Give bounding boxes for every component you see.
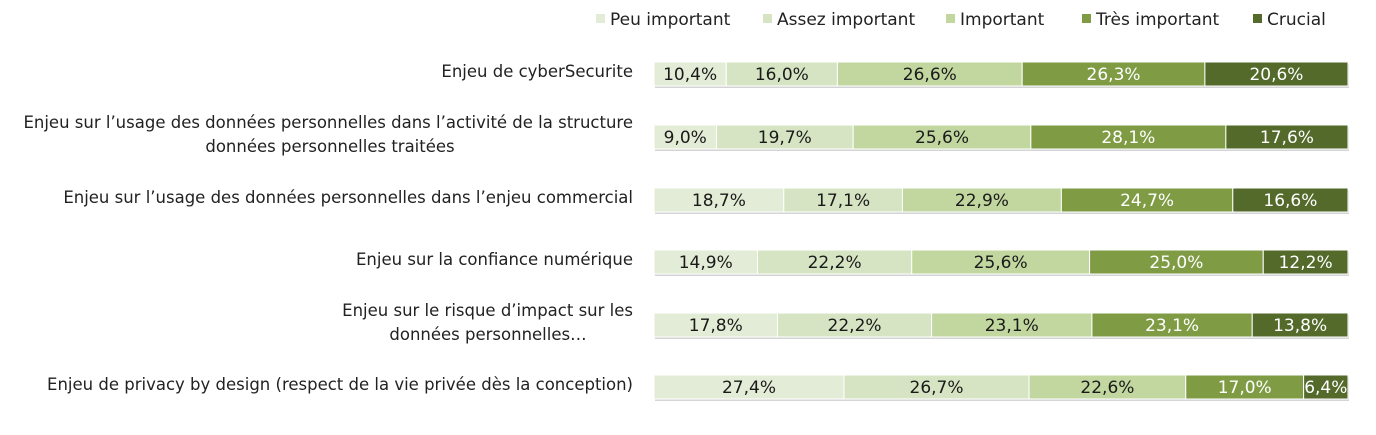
- data-label: 14,9%: [679, 253, 733, 273]
- data-label: 18,7%: [692, 191, 746, 211]
- legend-label: Très important: [1095, 10, 1220, 30]
- bar-row: 14,9% 22,2% 25,6% 25,0% 12,2%: [653, 249, 1349, 276]
- bar-segment-crucial: [1262, 249, 1349, 275]
- bar-row: 10,4% 16,0% 26,6% 26,3% 20,6%: [653, 61, 1349, 88]
- data-label: 26,6%: [903, 65, 957, 85]
- bars: 10,4% 16,0% 26,6% 26,3% 20,6% 9,0% 19,7% 25,6% 2…: [653, 61, 1349, 401]
- bar-segment-peu-important: [653, 374, 845, 400]
- bar-segment-important: [852, 124, 1032, 150]
- bar-row: 17,8% 22,2% 23,1% 23,1% 13,8%: [653, 312, 1349, 339]
- category-label: données personnelles…: [389, 325, 586, 344]
- legend: Peu important Assez important Important Trè…: [596, 10, 1326, 30]
- data-label: 19,7%: [758, 128, 812, 148]
- legend-label: Assez important: [777, 10, 915, 30]
- legend-item-important: Important: [946, 10, 1045, 30]
- bar-segment-tres-important: [1091, 312, 1253, 338]
- data-label: 22,9%: [955, 191, 1009, 211]
- data-label: 17,6%: [1260, 128, 1314, 148]
- data-label: 17,8%: [689, 316, 743, 336]
- bar-segment-crucial: [1251, 312, 1349, 338]
- data-label: 22,2%: [828, 316, 882, 336]
- category-label: Enjeu sur l’usage des données personnell…: [23, 113, 633, 132]
- data-label: 24,7%: [1120, 191, 1174, 211]
- bar-segment-tres-important: [1021, 61, 1206, 87]
- bar-segment-assez-important: [757, 249, 913, 275]
- legend-label: Important: [960, 10, 1045, 30]
- bar-row: 18,7% 17,1% 22,9% 24,7% 16,6%: [653, 187, 1349, 214]
- data-label: 17,1%: [816, 191, 870, 211]
- bar-segment-crucial: [1303, 374, 1349, 400]
- legend-item-tres-important: Très important: [1082, 10, 1220, 30]
- data-label: 6,4%: [1304, 378, 1347, 398]
- bar-segment-important: [911, 249, 1091, 275]
- bar-segment-assez-important: [725, 61, 838, 87]
- legend-item-crucial: Crucial: [1253, 10, 1326, 30]
- bar-segment-tres-important: [1185, 374, 1305, 400]
- bar-segment-crucial: [1225, 124, 1349, 150]
- data-label: 25,0%: [1149, 253, 1203, 273]
- bar-segment-crucial: [1232, 187, 1349, 213]
- legend-swatch: [1082, 14, 1091, 23]
- bar-segment-important: [901, 187, 1062, 213]
- bar-segment-assez-important: [843, 374, 1030, 400]
- bar-segment-peu-important: [653, 249, 759, 275]
- bar-segment-tres-important: [1030, 124, 1227, 150]
- data-label: 22,6%: [1080, 378, 1134, 398]
- data-label: 23,1%: [985, 316, 1039, 336]
- data-label: 22,2%: [808, 253, 862, 273]
- data-label: 9,0%: [664, 128, 707, 148]
- legend-label: Peu important: [610, 10, 731, 30]
- data-label: 26,7%: [910, 378, 964, 398]
- legend-swatch: [596, 14, 605, 23]
- bar-row: 9,0% 19,7% 25,6% 28,1% 17,6%: [653, 124, 1349, 151]
- category-labels: Enjeu de cyberSecurite Enjeu sur l’usage …: [23, 62, 633, 394]
- legend-swatch: [946, 14, 955, 23]
- data-label: 26,3%: [1087, 65, 1141, 85]
- bar-segment-peu-important: [653, 124, 717, 150]
- data-label: 20,6%: [1249, 65, 1303, 85]
- category-label: Enjeu sur l’usage des données personnell…: [63, 188, 633, 207]
- legend-swatch: [763, 14, 772, 23]
- data-label: 10,4%: [663, 65, 717, 85]
- category-label: données personnelles traitées: [205, 137, 454, 156]
- data-label: 12,2%: [1279, 253, 1333, 273]
- data-label: 13,8%: [1273, 316, 1327, 336]
- data-label: 27,4%: [722, 378, 776, 398]
- bar-segment-important: [836, 61, 1023, 87]
- bar-segment-assez-important: [715, 124, 854, 150]
- data-label: 16,0%: [755, 65, 809, 85]
- bar-segment-important: [931, 312, 1093, 338]
- legend-item-peu-important: Peu important: [596, 10, 731, 30]
- data-label: 17,0%: [1218, 378, 1272, 398]
- bar-segment-crucial: [1204, 61, 1349, 87]
- data-label: 16,6%: [1263, 191, 1317, 211]
- legend-swatch: [1253, 14, 1262, 23]
- data-label: 25,6%: [974, 253, 1028, 273]
- category-label: Enjeu de privacy by design (respect de l…: [47, 375, 633, 394]
- legend-label: Crucial: [1267, 10, 1326, 30]
- data-label: 28,1%: [1101, 128, 1155, 148]
- data-label: 25,6%: [915, 128, 969, 148]
- legend-item-assez-important: Assez important: [763, 10, 915, 30]
- category-label: Enjeu sur le risque d’impact sur les: [342, 301, 633, 320]
- bar-segment-peu-important: [653, 312, 779, 338]
- data-label: 23,1%: [1145, 316, 1199, 336]
- bar-segment-peu-important: [653, 187, 785, 213]
- category-label: Enjeu de cyberSecurite: [441, 62, 633, 81]
- bar-row: 27,4% 26,7% 22,6% 17,0% 6,4%: [653, 374, 1349, 401]
- bar-segment-peu-important: [653, 61, 727, 87]
- category-label: Enjeu sur la confiance numérique: [356, 250, 633, 269]
